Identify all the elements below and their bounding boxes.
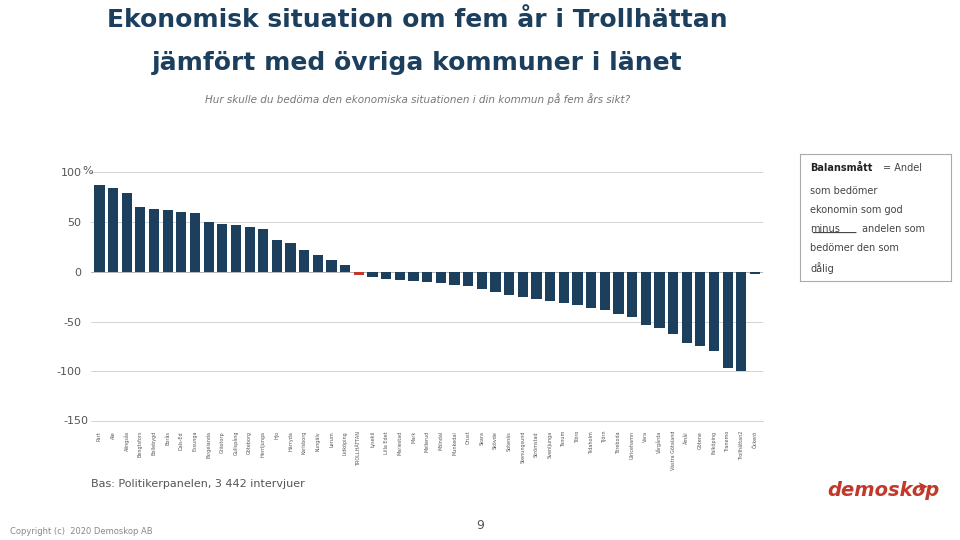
Bar bbox=[285, 243, 296, 272]
Text: = Andel: = Andel bbox=[883, 163, 923, 173]
Bar bbox=[477, 272, 487, 288]
Bar bbox=[586, 272, 596, 308]
Bar bbox=[108, 188, 118, 272]
Bar bbox=[422, 272, 432, 282]
Bar bbox=[354, 272, 364, 275]
Bar bbox=[504, 272, 515, 295]
Bar bbox=[708, 272, 719, 352]
Text: jämfört med övriga kommuner i länet: jämfört med övriga kommuner i länet bbox=[153, 51, 683, 75]
Bar bbox=[572, 272, 583, 305]
Bar bbox=[491, 272, 500, 292]
Bar bbox=[381, 272, 392, 279]
Bar bbox=[750, 272, 760, 274]
Bar bbox=[300, 249, 309, 272]
Bar bbox=[162, 210, 173, 272]
Bar bbox=[217, 224, 228, 272]
Bar bbox=[436, 272, 446, 282]
Bar bbox=[94, 185, 105, 272]
Bar bbox=[600, 272, 610, 309]
Bar bbox=[613, 272, 624, 314]
Text: -150: -150 bbox=[63, 416, 88, 426]
Text: som bedömer: som bedömer bbox=[810, 186, 877, 195]
Text: %: % bbox=[82, 166, 92, 176]
Bar bbox=[695, 272, 706, 347]
Bar bbox=[682, 272, 692, 343]
Bar bbox=[640, 272, 651, 326]
Bar bbox=[408, 272, 419, 281]
Bar bbox=[190, 213, 200, 272]
Text: dålig: dålig bbox=[810, 262, 834, 274]
Bar bbox=[230, 225, 241, 272]
Bar bbox=[463, 272, 473, 286]
Text: Copyright (c)  2020 Demoskop AB: Copyright (c) 2020 Demoskop AB bbox=[10, 526, 153, 536]
Bar bbox=[326, 260, 337, 272]
Text: Ekonomisk situation om fem år i Trollhättan: Ekonomisk situation om fem år i Trollhät… bbox=[108, 8, 728, 32]
Bar bbox=[272, 240, 282, 272]
Bar bbox=[177, 212, 186, 272]
Text: bedömer den som: bedömer den som bbox=[810, 243, 900, 253]
Bar bbox=[736, 272, 747, 372]
Bar bbox=[368, 272, 377, 276]
Text: andelen som: andelen som bbox=[862, 224, 924, 234]
Bar bbox=[258, 229, 269, 272]
Bar bbox=[723, 272, 732, 368]
Bar bbox=[149, 209, 159, 272]
Bar bbox=[204, 222, 214, 272]
Bar bbox=[245, 227, 254, 272]
Text: demoskop: demoskop bbox=[828, 481, 940, 500]
Bar bbox=[559, 272, 569, 302]
Bar bbox=[668, 272, 678, 334]
Text: ➤: ➤ bbox=[917, 480, 928, 494]
Text: Hur skulle du bedöma den ekonomiska situationen i din kommun på fem års sikt?: Hur skulle du bedöma den ekonomiska situ… bbox=[205, 93, 630, 105]
Bar bbox=[122, 193, 132, 272]
Bar bbox=[135, 207, 146, 272]
Text: minus: minus bbox=[810, 224, 840, 234]
Bar bbox=[395, 272, 405, 280]
Text: Bas: Politikerpanelen, 3 442 intervjuer: Bas: Politikerpanelen, 3 442 intervjuer bbox=[91, 478, 305, 489]
Text: ekonomin som god: ekonomin som god bbox=[810, 205, 903, 215]
Bar bbox=[655, 272, 664, 328]
Bar bbox=[340, 265, 350, 272]
Bar bbox=[531, 272, 541, 299]
Bar bbox=[517, 272, 528, 296]
Bar bbox=[313, 255, 324, 272]
Bar bbox=[545, 272, 555, 301]
Text: 9: 9 bbox=[476, 519, 484, 532]
Bar bbox=[627, 272, 637, 316]
Bar bbox=[449, 272, 460, 285]
Text: Balansmått: Balansmått bbox=[810, 163, 873, 173]
